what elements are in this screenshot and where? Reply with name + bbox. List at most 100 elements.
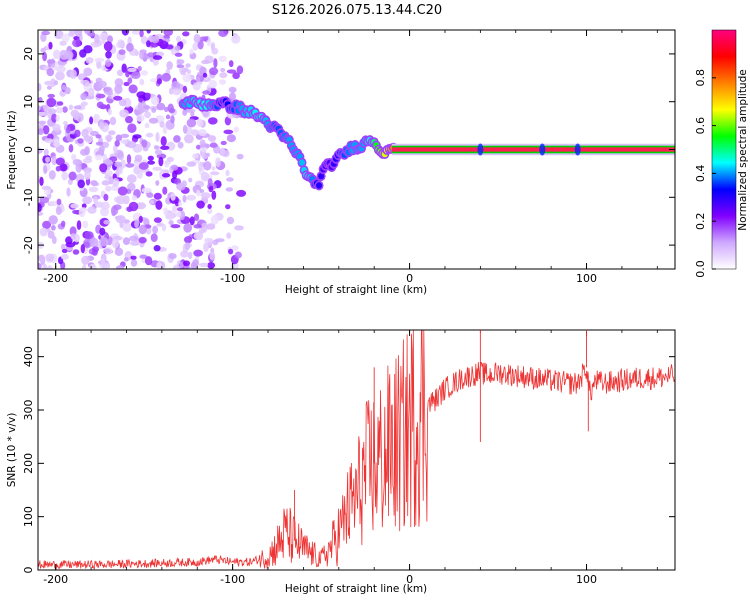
noise-blob (137, 65, 142, 72)
noise-blob (93, 113, 101, 122)
noise-blob (123, 81, 130, 87)
noise-blob (180, 70, 186, 76)
noise-blob (117, 39, 124, 48)
y-tick-label: -10 (22, 188, 35, 206)
noise-blob (48, 215, 58, 225)
noise-blob (56, 101, 64, 106)
noise-blob (172, 205, 178, 213)
noise-blob (108, 130, 116, 136)
noise-blob (159, 121, 165, 128)
spectrogram-x-label: Height of straight line (km) (285, 284, 427, 296)
noise-blob (72, 249, 80, 255)
noise-blob (69, 30, 75, 35)
noise-blob (53, 49, 61, 60)
noise-blob (218, 55, 227, 63)
noise-blob (38, 83, 42, 92)
noise-blob (68, 104, 74, 111)
noise-blob (134, 219, 140, 229)
noise-blob (43, 125, 50, 135)
noise-blob (88, 186, 99, 193)
noise-blob (225, 187, 233, 192)
noise-blob (152, 55, 163, 60)
noise-blob (210, 215, 219, 225)
colorbar-tick-label: 0.8 (694, 69, 707, 87)
spectrogram-y-label: Frequency (Hz) (6, 110, 18, 189)
noise-blob (61, 248, 68, 254)
noise-blob (152, 225, 159, 234)
noise-blob (193, 213, 200, 221)
y-tick-label: 300 (22, 400, 35, 421)
noise-blob (207, 204, 212, 209)
noise-blob (59, 163, 68, 172)
noise-blob (197, 39, 204, 50)
noise-blob (81, 255, 90, 265)
noise-blob (122, 222, 132, 232)
noise-blob (187, 251, 193, 260)
noise-blob (126, 154, 132, 164)
noise-blob (46, 97, 57, 108)
noise-blob (149, 199, 155, 205)
noise-blob (94, 57, 105, 63)
noise-blob (188, 177, 193, 183)
noise-blob (228, 248, 234, 255)
noise-blob (103, 248, 111, 253)
noise-blob (115, 195, 126, 205)
noise-blob (128, 84, 138, 94)
x-tick-label: 100 (576, 573, 597, 586)
noise-blob (127, 77, 133, 84)
noise-blob (211, 190, 217, 200)
noise-blob (45, 253, 55, 262)
noise-blob (101, 35, 106, 45)
noise-blob (53, 80, 59, 86)
noise-blob (112, 144, 118, 154)
noise-blob (130, 255, 137, 260)
noise-blob (196, 144, 201, 150)
noise-blob (220, 67, 226, 73)
noise-blob (159, 170, 164, 180)
noise-blob (73, 105, 82, 110)
noise-blob (131, 195, 138, 201)
noise-blob (80, 79, 90, 85)
x-tick-label: 0 (406, 272, 413, 285)
x-tick-label: -200 (43, 573, 68, 586)
noise-blob (125, 163, 135, 168)
noise-blob (72, 112, 80, 121)
colorbar-ticks: 0.0 0.2 0.4 0.6 0.8 (694, 69, 716, 278)
noise-blob (198, 129, 207, 137)
noise-blob (71, 153, 77, 161)
noise-blob (51, 225, 56, 231)
noise-blob (123, 257, 129, 262)
noise-blob (183, 223, 193, 233)
noise-blob (211, 166, 216, 171)
noise-blob (219, 72, 228, 79)
y-tick-label: 0 (22, 567, 35, 574)
noise-blob (213, 58, 218, 68)
noise-blob (120, 133, 130, 138)
noise-blob (182, 195, 187, 203)
noise-blob (192, 259, 200, 267)
noise-blob (231, 245, 239, 251)
noise-blob (111, 238, 120, 249)
noise-blob (38, 203, 42, 212)
snr-x-label: Height of straight line (km) (285, 583, 427, 595)
noise-blob (97, 148, 105, 156)
colorbar-gradient (711, 29, 737, 270)
noise-blob (203, 242, 209, 253)
noise-blob (82, 196, 93, 205)
colorbar-tick-label: 0.4 (694, 165, 707, 183)
noise-blob (199, 146, 208, 152)
noise-blob (52, 123, 61, 132)
noise-blob (74, 129, 81, 138)
noise-blob (51, 113, 57, 123)
noise-blob (72, 159, 82, 166)
noise-blob (192, 42, 199, 51)
noise-blob (84, 170, 91, 180)
noise-blob (181, 180, 187, 188)
noise-blob (118, 49, 126, 55)
noise-blob (47, 265, 53, 269)
noise-blob (116, 69, 124, 77)
snr-y-ticks: 0 100 200 300 400 (22, 346, 675, 574)
noise-blob (144, 122, 150, 129)
noise-blob (60, 243, 66, 251)
noise-blob (178, 201, 183, 207)
